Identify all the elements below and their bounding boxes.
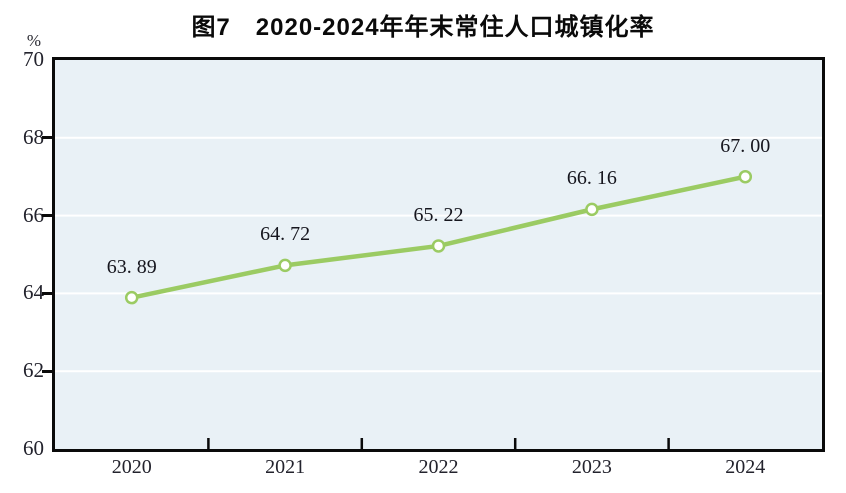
x-axis-tick-label: 2022 [418, 456, 459, 478]
y-axis-tick-label: 62 [23, 358, 44, 383]
x-axis-tick-label: 2024 [725, 456, 766, 478]
x-axis-tick-label: 2023 [571, 456, 612, 478]
data-point-marker [278, 258, 292, 273]
data-point-label: 63. 89 [106, 255, 157, 278]
plot-area [52, 57, 825, 452]
data-point-marker [124, 290, 139, 305]
data-point-marker [431, 239, 446, 253]
y-axis-tick-label: 66 [23, 202, 44, 227]
y-axis-tick-label: 68 [23, 124, 44, 149]
y-axis-tick-label: 70 [23, 47, 44, 71]
y-axis-unit-label: % [26, 31, 42, 50]
y-axis-tick [42, 369, 52, 373]
line-chart-svg [55, 136, 822, 449]
data-point-marker [585, 202, 599, 217]
data-point-label: 67. 00 [720, 134, 771, 157]
y-axis-tick-label: 60 [23, 436, 44, 460]
x-axis-tick-label: 2021 [265, 456, 306, 478]
x-axis-tick-label: 2020 [111, 456, 152, 478]
data-point-label: 64. 72 [260, 223, 311, 246]
data-point-marker [738, 169, 753, 184]
y-axis-tick [42, 214, 52, 218]
data-point-label: 65. 22 [413, 203, 464, 226]
data-point-label: 66. 16 [566, 167, 617, 190]
series-line [131, 174, 746, 300]
y-axis-tick-label: 64 [23, 280, 44, 305]
chart-title: 图7 2020-2024年年末常住人口城镇化率 [191, 14, 655, 41]
y-axis-tick [42, 136, 52, 140]
y-axis-tick [42, 291, 52, 295]
